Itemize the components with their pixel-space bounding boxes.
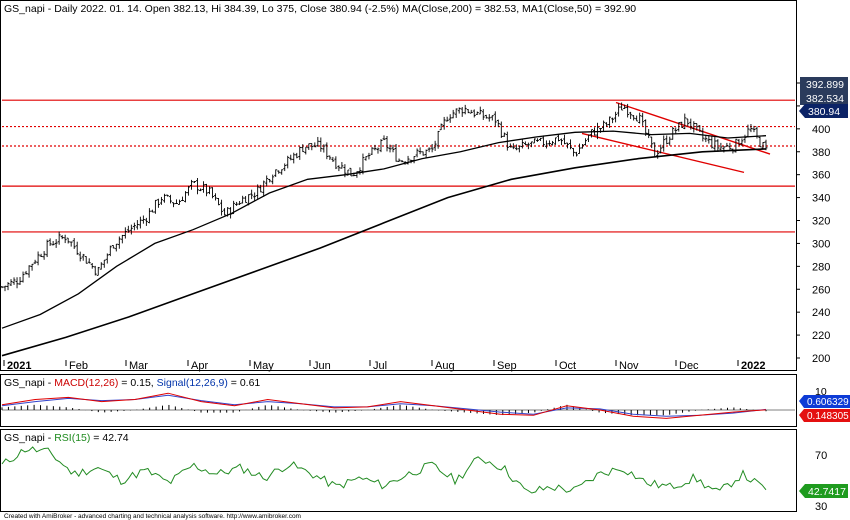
date-x-axis: 2021 Feb Mar Apr May Jun Jul Aug Sep Oct Nov Dec 202… [3, 360, 765, 372]
signal-label: Signal(12,26,9) [157, 377, 228, 389]
y-axis-label: 300 [812, 238, 830, 250]
tag-ma200: 382.534 [800, 91, 848, 105]
y-axis-label: 380 [812, 147, 830, 159]
macd-line [1, 392, 767, 419]
rsi-plot: 30 70 [1, 446, 827, 513]
ma50-line [1, 130, 767, 329]
y-axis-label: 340 [812, 193, 830, 205]
x-axis-label: Aug [435, 360, 455, 372]
price-plot [0, 99, 795, 357]
price-panel-frame [0, 0, 797, 371]
y-axis-label: 360 [812, 170, 830, 182]
y-axis-label: 260 [812, 284, 830, 296]
x-axis-label: Dec [679, 360, 699, 372]
tag-macd-signal: 0.606329 [799, 395, 850, 408]
tag-rsi-text: 42.7417 [808, 486, 846, 498]
tag-rsi: 42.7417 [799, 484, 848, 498]
x-axis-label: Jun [313, 360, 331, 372]
y-axis-label: 280 [812, 261, 830, 273]
macd-plot: 10 [1, 386, 827, 419]
chart-title: GS_napi - Daily 2022. 01. 14. Open 382.1… [4, 3, 636, 15]
tag-close: 380.94 [799, 104, 848, 118]
tag-macd-text: 0.148305 [807, 411, 849, 422]
x-axis-label: Nov [619, 360, 639, 372]
rsi-title: GS_napi - RSI(15) = 42.74 [4, 432, 129, 444]
rsi-title-prefix: GS_napi - [4, 432, 54, 444]
rsi-panel-frame [0, 429, 797, 512]
y-axis-label: 400 [812, 124, 830, 136]
rsi-line [1, 446, 767, 494]
x-axis-label: Apr [191, 360, 208, 372]
y-axis-label: 320 [812, 216, 830, 228]
y-axis-label: 240 [812, 307, 830, 319]
x-axis-label: Mar [129, 360, 148, 372]
tag-ma50: 392.899 [800, 77, 848, 91]
macd-title: GS_napi - MACD(12,26) = 0.15, Signal(12,… [4, 377, 260, 389]
macd-label: MACD(12,26) [54, 377, 118, 389]
x-axis-label: 2022 [741, 360, 765, 372]
x-axis-label: Sep [497, 360, 517, 372]
rsi-axis-label: 70 [815, 450, 827, 462]
tag-close-text: 380.94 [808, 106, 840, 118]
y-axis-label: 220 [812, 330, 830, 342]
x-axis-label: May [253, 360, 274, 372]
signal-value: = 0.61 [228, 377, 261, 389]
macd-title-prefix: GS_napi - [4, 377, 54, 389]
macd-value: = 0.15, [118, 377, 156, 389]
tag-macd: 0.148305 [799, 409, 850, 422]
tag-ma50-text: 392.899 [806, 79, 844, 91]
macd-axis-label: 10 [815, 386, 827, 398]
trend-channel-lower [581, 132, 745, 174]
rsi-value: = 42.74 [90, 432, 128, 444]
tag-macd-signal-text: 0.606329 [807, 397, 849, 408]
y-axis-label: 200 [812, 353, 830, 365]
x-axis-label: Oct [559, 360, 576, 372]
x-axis-label: Jul [373, 360, 387, 372]
footer-credit: Created with AmiBroker - advanced charti… [4, 513, 301, 520]
rsi-label: RSI(15) [54, 432, 90, 444]
ma200-line [1, 148, 767, 357]
x-axis-label: 2021 [7, 360, 31, 372]
rsi-axis-label: 30 [815, 501, 827, 513]
price-y-axis: 200220240260280300320340360380400420440 [796, 78, 830, 365]
x-axis-label: Feb [69, 360, 88, 372]
tag-ma200-text: 382.534 [806, 93, 844, 105]
